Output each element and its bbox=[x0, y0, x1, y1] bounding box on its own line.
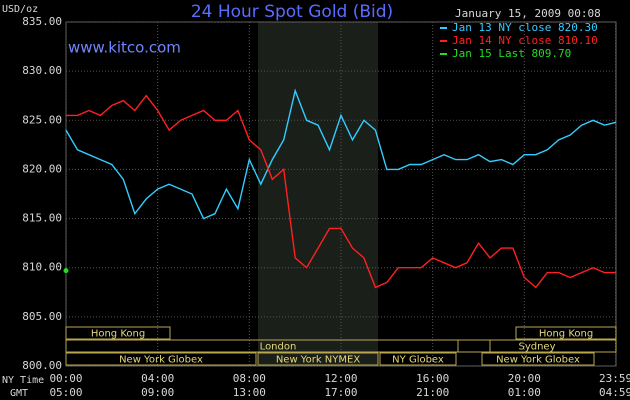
legend-label: Jan 15 Last 809.70 bbox=[452, 47, 571, 60]
session-box bbox=[65, 339, 491, 353]
last-point bbox=[63, 268, 69, 274]
x-tick-label: 08:00 bbox=[233, 372, 266, 385]
y-tick-label: 830.00 bbox=[22, 64, 62, 77]
y-tick-label: 835.00 bbox=[22, 15, 62, 28]
timestamp: January 15, 2009 00:08 bbox=[455, 7, 601, 20]
legend-label: Jan 14 NY close 810.10 bbox=[452, 34, 598, 47]
session-box bbox=[257, 352, 379, 366]
x-tick-label: 00:00 bbox=[49, 372, 82, 385]
session-label: London bbox=[260, 342, 297, 353]
x-tick-label: 16:00 bbox=[416, 372, 449, 385]
gmt-tick-label: 13:00 bbox=[233, 386, 266, 399]
watermark: www.kitco.com bbox=[68, 39, 181, 57]
y-tick-label: 825.00 bbox=[22, 113, 62, 126]
gmt-tick-label: 01:00 bbox=[508, 386, 541, 399]
session-label: Hong Kong bbox=[539, 329, 593, 340]
x-tick-label: 12:00 bbox=[324, 372, 357, 385]
gmt-tick-label: 17:00 bbox=[324, 386, 357, 399]
y-tick-label: 800.00 bbox=[22, 359, 62, 372]
session-label: NY Globex bbox=[392, 355, 444, 366]
session-label: Sydney bbox=[518, 342, 555, 353]
session-box bbox=[457, 339, 617, 353]
session-label: New York Globex bbox=[119, 355, 203, 366]
x-axis-label: NY Time bbox=[2, 375, 44, 386]
gmt-tick-label: 04:59 bbox=[599, 386, 630, 399]
session-box bbox=[481, 352, 595, 366]
session-label: Hong Kong bbox=[91, 329, 145, 340]
y-tick-label: 815.00 bbox=[22, 212, 62, 225]
nymex-shade bbox=[258, 22, 378, 366]
session-label: New York Globex bbox=[496, 355, 580, 366]
y-tick-label: 820.00 bbox=[22, 162, 62, 175]
session-label: New York NYMEX bbox=[276, 355, 361, 366]
x2-axis-label: GMT bbox=[10, 388, 28, 399]
y-axis-label: USD/oz bbox=[2, 4, 38, 15]
session-box bbox=[379, 352, 457, 366]
legend-label: Jan 13 NY close 820.30 bbox=[452, 21, 598, 34]
gmt-tick-label: 09:00 bbox=[141, 386, 174, 399]
y-tick-label: 810.00 bbox=[22, 261, 62, 274]
x-tick-label: 04:00 bbox=[141, 372, 174, 385]
x-tick-label: 20:00 bbox=[508, 372, 541, 385]
gmt-tick-label: 05:00 bbox=[49, 386, 82, 399]
y-tick-label: 805.00 bbox=[22, 310, 62, 323]
session-box bbox=[65, 352, 257, 366]
gmt-tick-label: 21:00 bbox=[416, 386, 449, 399]
session-box bbox=[65, 326, 171, 340]
x-tick-label: 23:59 bbox=[599, 372, 630, 385]
session-box bbox=[515, 326, 617, 340]
price-line bbox=[65, 88, 617, 220]
price-line bbox=[66, 94, 616, 289]
chart-title: 24 Hour Spot Gold (Bid) bbox=[191, 2, 393, 22]
